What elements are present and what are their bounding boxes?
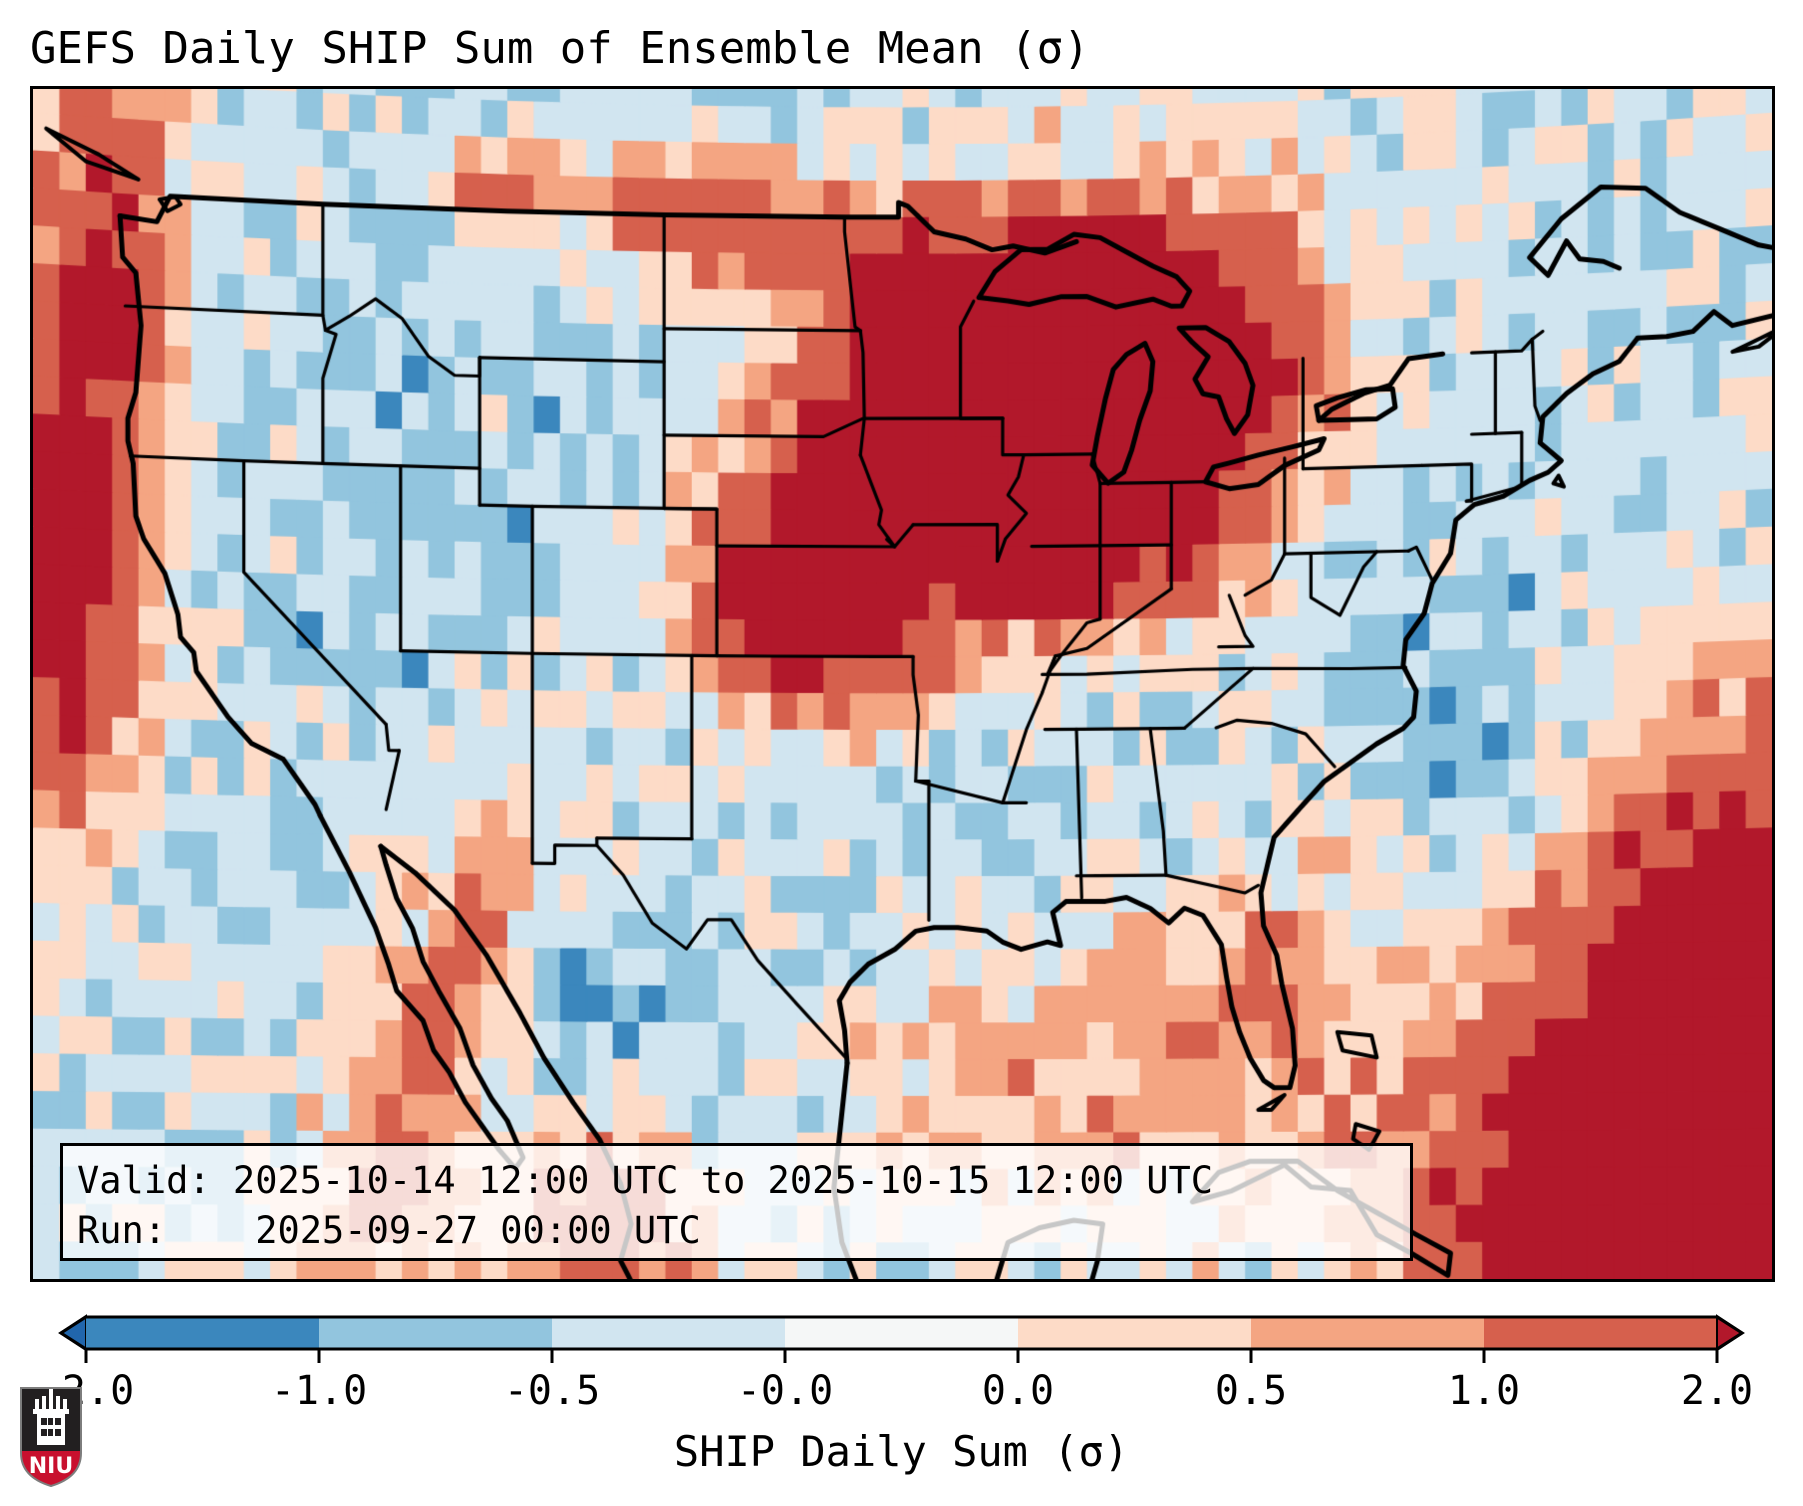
info-run-line: Run: 2025-09-27 00:00 UTC [77,1209,701,1252]
colorbar-tick-label: 1.0 [1447,1368,1521,1414]
colorbar-tick-label: -0.0 [736,1368,834,1414]
logo-tower-windows [41,1418,61,1436]
colorbar-tick-label: 0.0 [981,1368,1055,1414]
colorbar-tick-label: -1.0 [270,1368,368,1414]
info-box: Valid: 2025-10-14 12:00 UTC to 2025-10-1… [60,1143,1413,1261]
colorbar-segment [1018,1316,1252,1350]
colorbar-tick-label: -0.5 [503,1368,601,1414]
info-valid-line: Valid: 2025-10-14 12:00 UTC to 2025-10-1… [77,1159,1214,1202]
page-title: GEFS Daily SHIP Sum of Ensemble Mean (σ) [30,23,1090,74]
colorbar-tick-label: 0.5 [1214,1368,1288,1414]
map-axes [30,86,1775,1282]
colorbar-tick-label: 2.0 [1680,1368,1754,1414]
colorbar-segment [552,1316,786,1350]
colorbar-segment [1484,1316,1718,1350]
colorbar-tick-labels: -2.0 -1.0 -0.5 -0.0 0.0 0.5 1.0 2.0 [0,1355,1803,1415]
colorbar-axis-label: SHIP Daily Sum (σ) [673,1427,1130,1476]
colorbar-segment [319,1316,553,1350]
niu-logo: NIU [20,1387,82,1488]
logo-text: NIU [29,1454,73,1479]
map-heatmap-canvas [33,89,1772,1279]
colorbar-segment [1251,1316,1485,1350]
colorbar-outline [58,1315,1745,1351]
logo-shield-outline [20,1387,82,1488]
colorbar-swatches [58,1314,1745,1363]
colorbar-segment [785,1316,1019,1350]
colorbar [58,1314,1745,1363]
colorbar-segment [86,1316,320,1350]
